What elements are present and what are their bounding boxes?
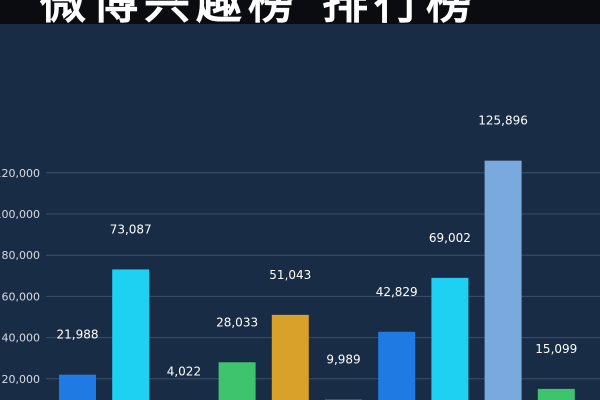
bar-value-label: 73,087 [110, 222, 152, 236]
bar [59, 374, 96, 400]
bar-value-label: 21,988 [57, 328, 99, 342]
bars [59, 160, 575, 400]
bar [112, 269, 150, 400]
bar-value-label: 51,043 [269, 268, 311, 282]
y-axis-ticks: 20,000 40,000 60,000 80,000 100,000 120,000 [0, 167, 40, 386]
bar-value-label: 15,099 [535, 342, 577, 356]
title-band: 微博兴趣榜 排行榜 [0, 0, 600, 24]
bar-value-label: 69,002 [429, 231, 471, 245]
bar [484, 160, 522, 400]
y-tick-label: 60,000 [2, 290, 41, 303]
bar-value-label: 125,896 [478, 114, 528, 128]
bar [271, 314, 309, 400]
bar [537, 388, 575, 400]
chart-title: 微博兴趣榜 排行榜 [40, 0, 600, 24]
data-labels: 21,988 73,087 4,022 28,033 51,043 9,989 42,829… [57, 114, 578, 379]
bar [431, 277, 469, 400]
y-tick-label: 40,000 [2, 332, 41, 345]
y-tick-label: 100,000 [0, 208, 40, 221]
y-tick-label: 20,000 [2, 373, 41, 386]
bar-value-label: 42,829 [376, 285, 418, 299]
bar-value-label: 28,033 [216, 315, 258, 329]
bar [378, 331, 416, 400]
y-tick-label: 120,000 [0, 167, 40, 180]
bar [218, 362, 256, 400]
bar-value-label: 4,022 [167, 365, 201, 379]
bar-value-label: 9,989 [326, 352, 360, 366]
y-tick-label: 80,000 [2, 249, 41, 262]
